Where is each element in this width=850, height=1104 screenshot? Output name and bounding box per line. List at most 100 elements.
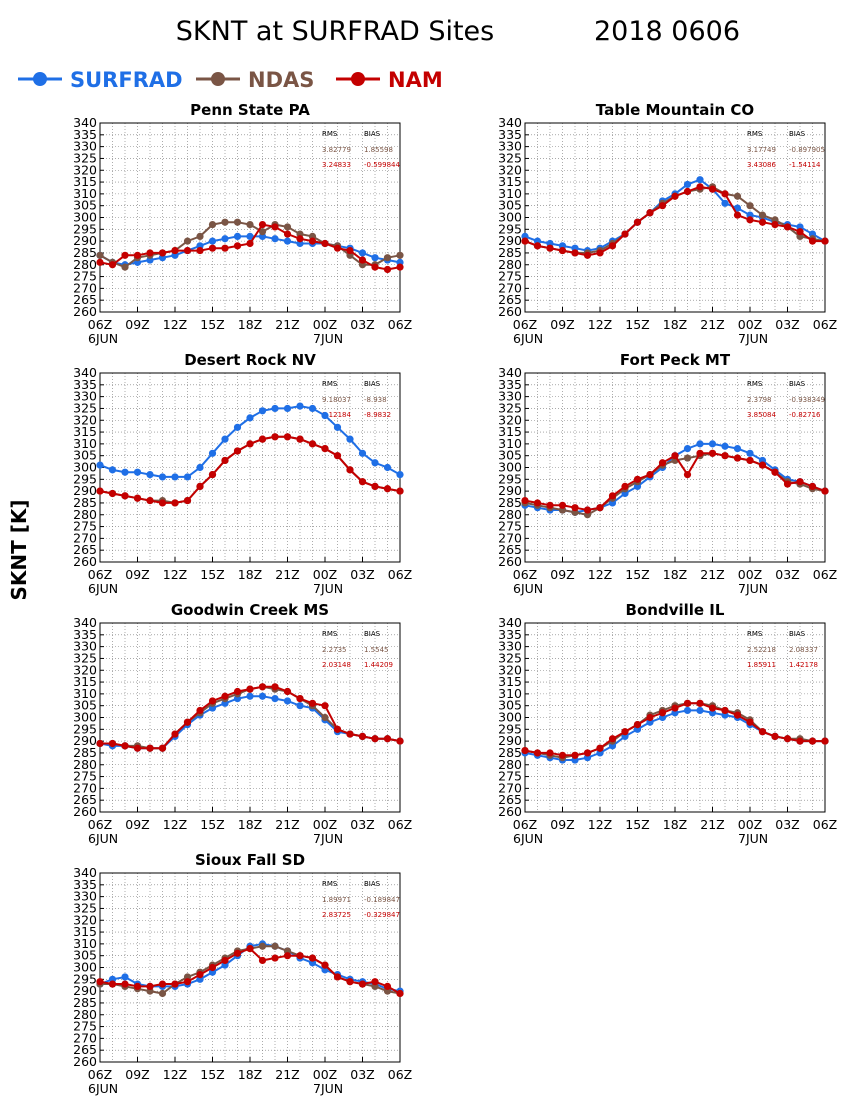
x-tick-label: 12Z	[163, 317, 187, 332]
data-point	[533, 499, 542, 507]
data-point	[521, 237, 529, 245]
y-tick-label: 340	[498, 615, 522, 630]
chart-panel: Bondville IL2602652702752802852902953003…	[498, 601, 837, 846]
data-point	[308, 404, 317, 413]
grid	[525, 122, 825, 313]
data-point	[608, 242, 617, 250]
y-tick-label: 310	[73, 436, 97, 451]
data-point	[146, 982, 154, 991]
x-tick-label: 18Z	[663, 817, 687, 832]
stats-ndas-rms: 2.2735	[322, 646, 347, 654]
data-point	[258, 956, 267, 965]
series-nam	[96, 683, 404, 752]
data-point	[246, 232, 254, 240]
data-point	[158, 473, 167, 481]
data-point	[383, 463, 392, 472]
stats-nam-bias: -0.599844	[364, 161, 400, 169]
data-point	[796, 478, 804, 486]
x-day-label: 6JUN	[513, 831, 543, 846]
y-tick-label: 270	[498, 780, 522, 795]
y-tick-label: 305	[498, 198, 522, 213]
data-point	[333, 244, 342, 252]
data-point	[171, 473, 179, 481]
y-tick-label: 340	[73, 865, 97, 880]
data-point	[733, 454, 742, 462]
data-point	[296, 402, 304, 410]
data-point	[771, 220, 779, 229]
data-point	[596, 504, 604, 512]
data-point	[196, 970, 204, 979]
stats-ndas-bias: -0.189847	[364, 896, 400, 904]
y-tick-label: 280	[73, 1007, 97, 1022]
data-point	[158, 249, 167, 257]
y-tick-label: 300	[73, 210, 97, 225]
y-tick-label: 260	[73, 554, 97, 569]
chart-panel: Table Mountain CO 26026527027528028529029…	[498, 101, 837, 346]
y-tick-label: 300	[498, 210, 522, 225]
stats-rms-header: RMS	[322, 880, 338, 888]
y-tick-label: 310	[73, 686, 97, 701]
stats-nam-rms: 2.83725	[322, 911, 351, 919]
y-tick-label: 325	[73, 150, 97, 165]
x-tick-label: 12Z	[588, 317, 612, 332]
data-point	[271, 235, 279, 243]
stats-nam-rms: 2.03148	[322, 661, 351, 669]
x-tick-label: 06Z	[513, 567, 537, 582]
data-point	[108, 489, 117, 498]
data-point	[671, 452, 679, 460]
data-point	[796, 737, 804, 745]
data-point	[758, 461, 767, 469]
x-tick-label: 18Z	[238, 1067, 262, 1082]
y-tick-label: 335	[73, 877, 97, 892]
data-point	[558, 751, 567, 759]
x-tick-label: 15Z	[200, 817, 224, 832]
data-point	[746, 456, 754, 465]
y-tick-label: 280	[498, 507, 522, 522]
data-point	[258, 435, 267, 443]
x-tick-label: 06Z	[813, 567, 837, 582]
data-point	[133, 468, 142, 476]
legend-item-surfrad: SURFRAD	[18, 68, 183, 92]
x-tick-label: 21Z	[700, 567, 724, 582]
data-point	[283, 952, 292, 960]
data-point	[821, 737, 829, 745]
x-tick-label: 06Z	[388, 317, 412, 332]
data-point	[271, 942, 279, 950]
y-tick-label: 315	[498, 424, 522, 439]
y-tick-label: 295	[498, 471, 522, 486]
data-point	[183, 237, 192, 245]
x-tick-label: 09Z	[125, 567, 149, 582]
x-tick-label: 00Z	[738, 317, 762, 332]
data-point	[696, 440, 704, 448]
data-point	[583, 749, 592, 757]
x-tick-label: 21Z	[275, 567, 299, 582]
data-point	[196, 482, 204, 490]
data-point	[358, 980, 367, 988]
data-point	[108, 980, 117, 988]
y-tick-label: 270	[73, 1030, 97, 1045]
data-point	[708, 449, 717, 457]
x-tick-label: 03Z	[775, 317, 799, 332]
data-point	[121, 492, 129, 500]
data-point	[783, 480, 792, 488]
y-tick-label: 325	[73, 400, 97, 415]
stats-ndas-rms: 2.52218	[747, 646, 776, 654]
data-point	[758, 728, 767, 736]
data-point	[771, 732, 779, 741]
data-point	[221, 456, 229, 465]
y-tick-label: 305	[73, 948, 97, 963]
data-point	[108, 466, 117, 474]
data-point	[546, 749, 554, 757]
y-tick-label: 295	[73, 221, 97, 236]
y-tick-label: 300	[73, 710, 97, 725]
stats-nam-rms: 3.85084	[747, 411, 776, 419]
data-point	[308, 699, 317, 707]
data-point	[296, 235, 304, 243]
x-tick-label: 06Z	[88, 817, 112, 832]
data-point	[733, 204, 742, 212]
x-tick-label: 18Z	[663, 317, 687, 332]
x-tick-label: 18Z	[238, 567, 262, 582]
x-tick-label: 00Z	[313, 567, 337, 582]
y-tick-label: 310	[498, 186, 522, 201]
series-nam	[96, 945, 404, 998]
